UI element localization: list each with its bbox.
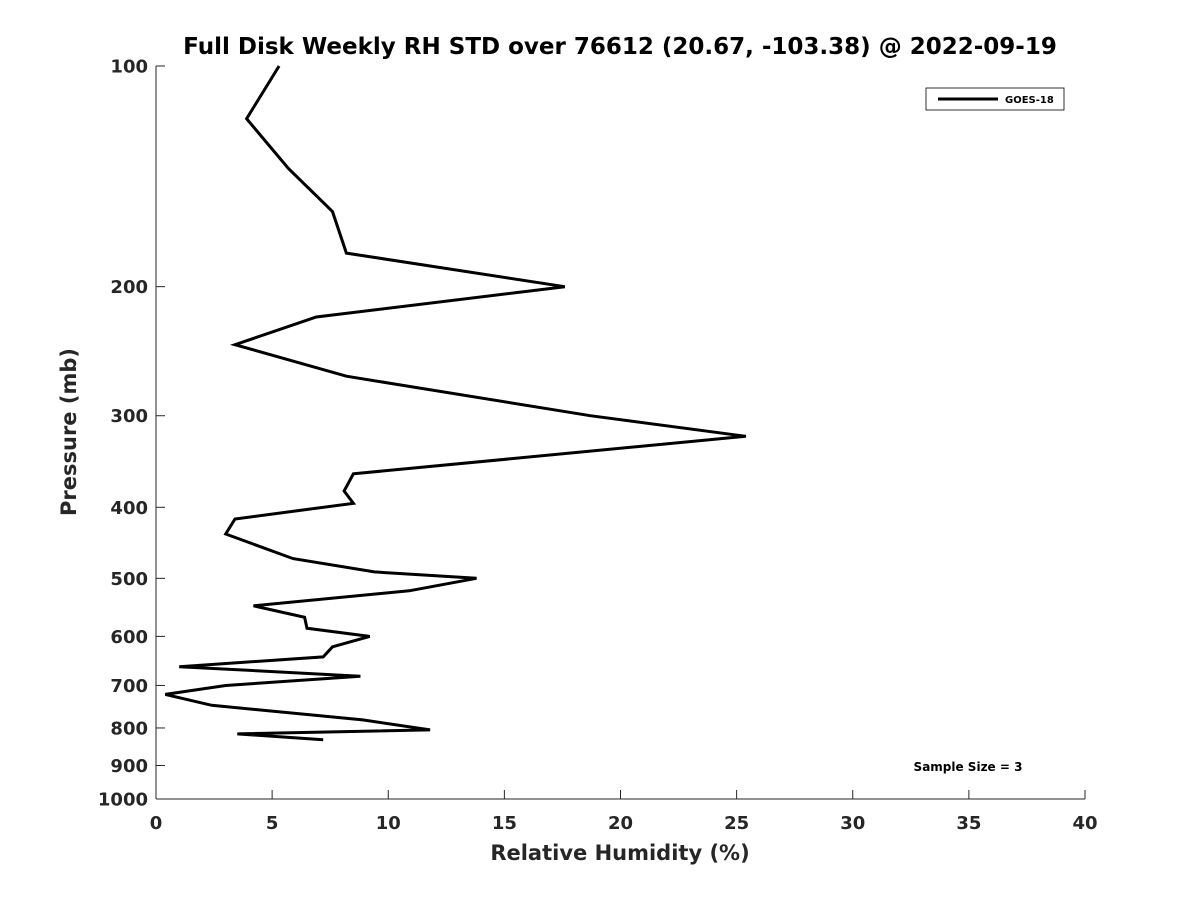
x-tick-label: 30 — [840, 813, 865, 834]
x-tick-label: 20 — [608, 813, 633, 834]
y-tick-label: 900 — [110, 756, 148, 777]
axes: 0 5 10 15 20 25 30 35 40 100 200 300 400 500 600 700 800… — [98, 57, 1098, 835]
y-tick-label: 700 — [110, 676, 148, 697]
series-layer — [164, 65, 747, 742]
x-axis-label: Relative Humidity (%) — [490, 841, 749, 865]
x-tick-label: 15 — [492, 813, 517, 834]
y-tick-label: 800 — [110, 718, 148, 739]
x-tick-label: 35 — [956, 813, 981, 834]
legend-entry-goes-18: GOES-18 — [1005, 95, 1054, 106]
y-tick-label: 200 — [110, 277, 148, 298]
y-tick-label: 300 — [110, 406, 148, 427]
series-line-goes-18 — [164, 65, 747, 742]
chart-title: Full Disk Weekly RH STD over 76612 (20.6… — [183, 34, 1057, 60]
y-tick-label: 600 — [110, 627, 148, 648]
x-tick-label: 10 — [376, 813, 401, 834]
y-tick-label: 500 — [110, 569, 148, 590]
x-tick-label: 40 — [1072, 813, 1097, 834]
y-tick-label: 1000 — [98, 790, 148, 811]
legend: GOES-18 — [925, 87, 1065, 111]
y-tick-label: 100 — [110, 57, 148, 78]
x-tick-label: 5 — [266, 813, 279, 834]
y-tick-label: 400 — [110, 498, 148, 519]
sample-size-annotation: Sample Size = 3 — [914, 760, 1023, 774]
x-tick-label: 0 — [150, 813, 163, 834]
x-tick-label: 25 — [724, 813, 749, 834]
y-axis-label: Pressure (mb) — [57, 348, 81, 516]
